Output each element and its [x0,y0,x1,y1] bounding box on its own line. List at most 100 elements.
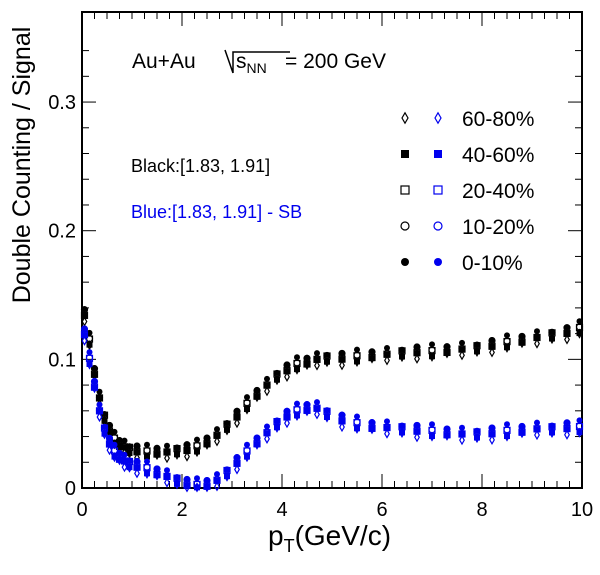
x-tick-label: 0 [76,499,87,521]
blue-point [264,433,270,444]
blue-point [174,474,180,481]
black-point [369,348,375,355]
plot-frame [81,11,583,489]
black-point [234,407,240,414]
blue-point [284,418,290,429]
blue-point [474,434,480,441]
black-point [81,312,88,319]
black-point [489,337,495,344]
blue-point [534,429,540,441]
black-point [324,351,330,358]
blue-point [154,472,160,479]
blue-point [294,400,300,407]
black-point [144,453,150,460]
black-point [116,443,123,450]
black-point [134,442,140,449]
black-point [444,349,450,356]
blue-point [274,424,280,431]
x-tick-label: 2 [176,499,187,521]
blue-point [324,407,330,414]
legend-label: 10-20% [462,216,534,239]
y-axis-title: Double Counting / Signal [8,27,36,304]
blue-point [384,418,390,425]
blue-point [489,434,495,445]
blue-point [204,483,210,490]
black-point [174,444,180,451]
blue-point [324,413,330,420]
energy-symbol: sNN [236,50,267,76]
black-point [111,428,118,435]
black-point [414,343,420,350]
blue-point [284,407,290,414]
sqrt-symbol [224,49,290,74]
x-tick-label: 8 [476,499,487,521]
black-point [96,395,103,402]
black-point [429,353,435,360]
blue-point [314,405,320,412]
black-point [214,436,220,447]
black-point [324,358,330,365]
black-point [164,442,170,449]
black-point [184,451,190,462]
blue-point [369,425,375,432]
black-point [459,350,465,361]
energy-annotation: Au+Au sNN = 200 GeV [132,49,386,76]
blue-point [564,429,570,440]
blue-point [504,433,510,440]
blue-point [126,457,133,464]
black-point [121,437,128,444]
blue-point [254,441,260,448]
blue-point [576,417,583,424]
blue-point [304,407,310,414]
blue-point [339,411,345,418]
blue-point [304,401,310,408]
blue-point [214,477,220,484]
black-point [399,353,405,360]
blue-point [459,435,465,446]
black-point [534,338,540,349]
black-point [564,324,570,331]
black-point [384,345,390,352]
blue-point [354,413,360,420]
blue-point [81,325,88,332]
blue-point [81,335,88,346]
blue-point [184,482,190,489]
black-point [244,406,250,413]
x-tick-label: 10 [571,499,593,521]
blue-point [204,477,210,484]
blue-point [86,360,93,367]
legend-marker-blue [433,185,443,195]
blue-point [504,421,510,428]
blue-point [519,422,525,429]
black-point [284,368,290,375]
blue-point [214,481,220,492]
blue-point [91,377,98,384]
legend-marker-black [400,221,410,231]
black-point [224,426,230,433]
black-point [164,449,170,456]
black-point [534,328,540,335]
blue-point [284,414,290,421]
blue-point [534,426,540,433]
blue-point [111,441,118,448]
black-point [254,393,260,400]
blue-point [174,480,180,487]
black-point [504,344,510,351]
black-point [384,355,390,366]
blue-point [549,422,555,429]
black-point [294,366,300,373]
blue-point [534,419,540,426]
black-point [204,441,210,448]
black-point [214,432,220,439]
legend: 60-80% 40-60% 20-40% 10-20% 0-10% [400,108,534,275]
black-point [474,348,480,355]
blue-point [459,431,465,438]
legend-marker-black [401,111,409,125]
system-label: Au+Au [132,50,196,73]
black-point [264,382,270,389]
blue-point [414,428,420,435]
black-point [86,341,93,348]
black-point [264,375,270,382]
black-point [369,355,375,362]
black-point [144,441,150,448]
